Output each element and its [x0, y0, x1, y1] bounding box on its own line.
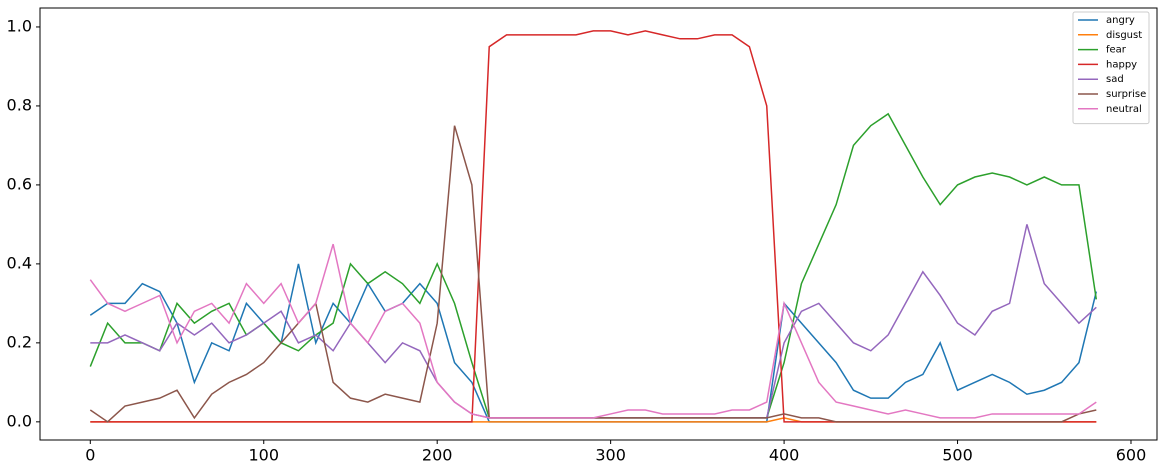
- y-tick-label: 0.6: [7, 174, 32, 193]
- y-tick-label: 0.4: [7, 253, 32, 272]
- x-tick-label: 300: [595, 446, 626, 465]
- legend-label: disgust: [1106, 30, 1142, 41]
- x-tick-label: 400: [769, 446, 800, 465]
- legend-label: happy: [1106, 59, 1137, 70]
- plot-frame: [39, 7, 1158, 441]
- legend-label: sad: [1106, 74, 1124, 85]
- legend-box: [1072, 11, 1150, 125]
- y-tick-label: 0.8: [7, 95, 32, 114]
- legend-label: fear: [1106, 45, 1127, 56]
- x-tick-label: 0: [85, 446, 95, 465]
- legend-label: angry: [1106, 15, 1135, 26]
- x-tick-label: 200: [422, 446, 453, 465]
- legend-label: neutral: [1106, 104, 1142, 115]
- legend-label: surprise: [1106, 89, 1146, 100]
- x-tick-label: 100: [248, 446, 279, 465]
- x-tick-label: 500: [942, 446, 973, 465]
- y-tick-label: 0.2: [7, 332, 32, 351]
- x-tick-label: 600: [1116, 446, 1147, 465]
- y-tick-label: 0.0: [7, 411, 32, 430]
- series-line: [89, 243, 1097, 419]
- y-tick-label: 1.0: [7, 16, 32, 35]
